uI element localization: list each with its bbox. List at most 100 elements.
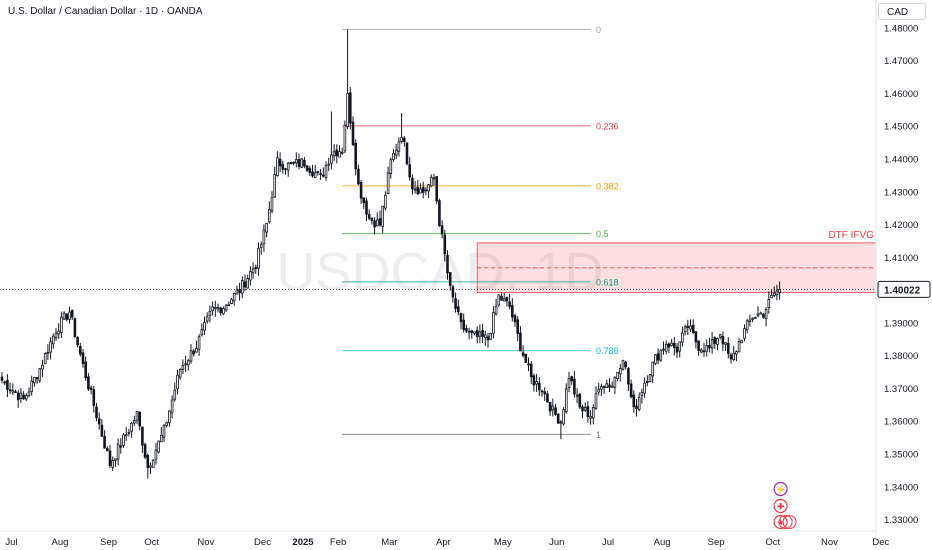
candle-body: [389, 159, 393, 174]
fib-level-label: 0.618: [596, 277, 619, 287]
candle-body: [392, 152, 395, 160]
candle-body: [130, 422, 133, 432]
candle: [300, 157, 303, 169]
candle: [686, 319, 690, 336]
event-markers[interactable]: ⚡ ✚ ★: [773, 481, 797, 530]
candle-body: [327, 163, 330, 166]
candle-body: [421, 187, 425, 193]
candle-body: [173, 389, 177, 400]
candle: [481, 323, 484, 343]
candle: [319, 168, 322, 180]
candle: [602, 385, 606, 394]
candle-body: [0, 376, 4, 381]
candle: [762, 313, 765, 319]
candle-body: [648, 374, 652, 382]
candle: [249, 266, 252, 286]
price-axis[interactable]: 1.48000 1.47000 1.46000 1.45000 1.44000 1.430…: [877, 23, 931, 526]
candle: [262, 224, 266, 252]
candle: [516, 316, 519, 342]
candle: [411, 174, 414, 195]
price-tick-label: 1.38000: [884, 351, 918, 362]
candle: [465, 324, 468, 333]
flash-event-icon[interactable]: ⚡: [773, 481, 788, 497]
candle: [770, 289, 773, 299]
candle-body: [313, 172, 317, 178]
candle: [608, 378, 611, 393]
candle: [165, 421, 169, 428]
price-tick-label: 1.41000: [884, 253, 918, 264]
candle-body: [756, 313, 760, 317]
candle-body: [103, 436, 106, 449]
candle-body: [405, 142, 409, 165]
candle: [135, 410, 139, 424]
candle-body: [521, 352, 525, 356]
candle-body: [43, 353, 47, 365]
ca-flag-event-icon-ring: [773, 498, 788, 514]
candle-body: [330, 154, 333, 164]
candle: [502, 292, 506, 302]
fib-level-label: 0.236: [596, 121, 619, 131]
fvg-zone-layer: DTF IFVG: [476, 230, 877, 294]
candle: [535, 373, 538, 392]
candle-body: [740, 339, 744, 344]
candle-body: [3, 381, 6, 384]
candle: [270, 191, 274, 214]
candle-body: [70, 309, 74, 318]
candle: [19, 388, 23, 403]
candle-body: [708, 345, 711, 349]
candle: [0, 372, 4, 384]
candle: [583, 402, 587, 413]
candle: [600, 383, 603, 396]
candle-body: [57, 330, 60, 335]
fibonacci-retracement[interactable]: 0 0.236 0.382 0.5 0.618 0.786 1: [342, 25, 619, 440]
candle-body: [162, 425, 166, 438]
candle-body: [513, 315, 517, 323]
candle-body: [227, 303, 231, 306]
candle-body: [286, 162, 290, 171]
candle-body: [759, 312, 762, 315]
candle: [619, 364, 622, 382]
candle: [519, 326, 522, 352]
candle: [124, 427, 128, 441]
candle-body: [554, 407, 557, 415]
candle: [354, 139, 357, 176]
price-tick-label: 1.43000: [884, 187, 918, 198]
candle-body: [510, 305, 514, 318]
candle: [478, 324, 482, 344]
ca-flag-event-icon-glyph: ✚: [777, 502, 785, 512]
currency-badge[interactable]: CAD: [878, 3, 926, 20]
candle: [170, 395, 174, 419]
candle: [448, 272, 452, 291]
candle: [365, 197, 368, 222]
candle: [265, 222, 268, 238]
candle-body: [127, 432, 131, 434]
candle: [651, 361, 654, 384]
candle: [57, 323, 60, 339]
candle-body: [41, 364, 44, 370]
price-tick-label: 1.35000: [884, 449, 918, 460]
price-tick-label: 1.47000: [884, 56, 918, 67]
ca-flag-event-icon[interactable]: ✚: [773, 498, 788, 514]
time-axis[interactable]: Jul Aug Sep Oct Nov Dec 2025 Feb Mar Apr May Jun Jul…: [5, 537, 889, 548]
candle-body: [592, 406, 595, 419]
candle: [610, 381, 614, 388]
candle: [108, 445, 112, 469]
candle-body: [52, 335, 55, 345]
time-tick-label: Feb: [330, 537, 346, 548]
candle: [443, 229, 447, 262]
candle-body: [621, 360, 625, 370]
candle: [732, 345, 735, 362]
candle: [43, 352, 47, 365]
candle: [467, 327, 471, 340]
time-tick-label: Jul: [602, 537, 614, 548]
candle: [743, 324, 746, 342]
candle: [54, 327, 58, 341]
candle-body: [324, 165, 328, 178]
candle-body: [702, 350, 706, 353]
candle: [303, 157, 306, 169]
candle-body: [775, 290, 779, 296]
time-tick-label: Jul: [5, 537, 17, 548]
candle-body: [751, 317, 754, 320]
candle-body: [203, 322, 206, 331]
